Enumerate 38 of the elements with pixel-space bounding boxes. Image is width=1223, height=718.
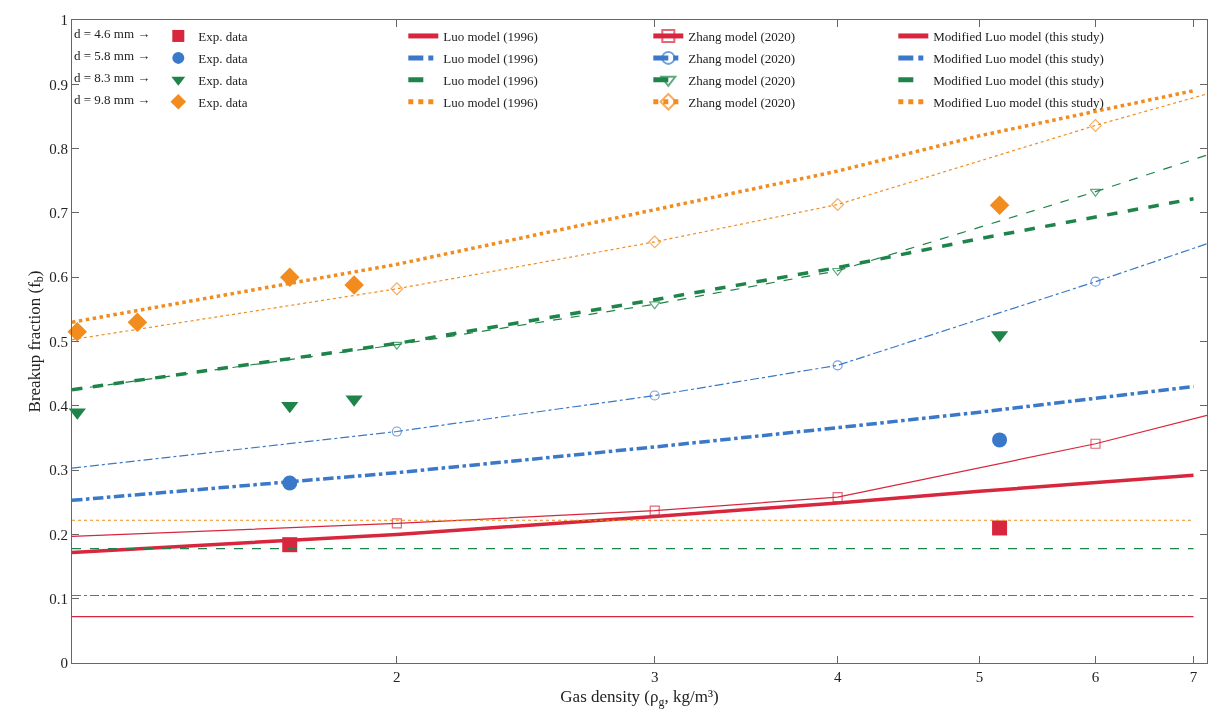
y-tick-label: 0.7 bbox=[49, 205, 69, 222]
x-tick-label: 2 bbox=[393, 669, 401, 686]
x-tick-label: 3 bbox=[650, 669, 659, 686]
legend-label: Exp. data bbox=[198, 50, 248, 66]
legend-label: Luo model (1996) bbox=[443, 29, 538, 45]
x-tick-label: 6 bbox=[1091, 669, 1100, 686]
y-tick-label: 0.3 bbox=[49, 462, 68, 479]
x-tick-label: 7 bbox=[1189, 669, 1198, 686]
legend-label: Zhang model (2020) bbox=[688, 50, 796, 66]
legend-label: Modified Luo model (this study) bbox=[933, 50, 1104, 66]
x-tick-label: 5 bbox=[975, 669, 984, 686]
legend-label: Luo model (1996) bbox=[443, 72, 538, 88]
legend-label: Zhang model (2020) bbox=[688, 72, 796, 88]
y-tick-label: 0.4 bbox=[49, 398, 69, 415]
text: d = 9.8 mm → bbox=[74, 91, 151, 107]
legend-label: Modified Luo model (this study) bbox=[933, 29, 1104, 45]
legend-label: Modified Luo model (this study) bbox=[933, 72, 1104, 88]
legend-label: Exp. data bbox=[198, 29, 248, 45]
legend-label: Luo model (1996) bbox=[443, 94, 538, 110]
text: d = 4.6 mm → bbox=[74, 25, 151, 41]
y-tick-label: 0.5 bbox=[49, 333, 68, 350]
x-tick-label: 4 bbox=[833, 669, 842, 686]
text: d = 8.3 mm → bbox=[74, 69, 151, 85]
y-tick-label: 0.6 bbox=[49, 269, 69, 286]
x-axis-title: Gas density (ρ$_{g}$, kg/m³) bbox=[560, 687, 719, 710]
y-tick-label: 0 bbox=[60, 655, 68, 672]
legend-label: Zhang model (2020) bbox=[688, 94, 796, 110]
y-tick-label: 0.9 bbox=[49, 76, 68, 93]
legend-label: Exp. data bbox=[198, 72, 248, 88]
legend-label: Zhang model (2020) bbox=[688, 29, 796, 45]
y-tick-label: 0.2 bbox=[49, 526, 68, 543]
legend-label: Exp. data bbox=[198, 94, 248, 110]
legend-label: Modified Luo model (this study) bbox=[933, 94, 1104, 110]
text: d = 5.8 mm → bbox=[74, 47, 151, 63]
legend-label: Luo model (1996) bbox=[443, 50, 538, 66]
y-tick-label: 0.1 bbox=[49, 590, 68, 607]
y-tick-label: 0.8 bbox=[49, 140, 68, 157]
y-tick-label: 1 bbox=[60, 12, 68, 29]
